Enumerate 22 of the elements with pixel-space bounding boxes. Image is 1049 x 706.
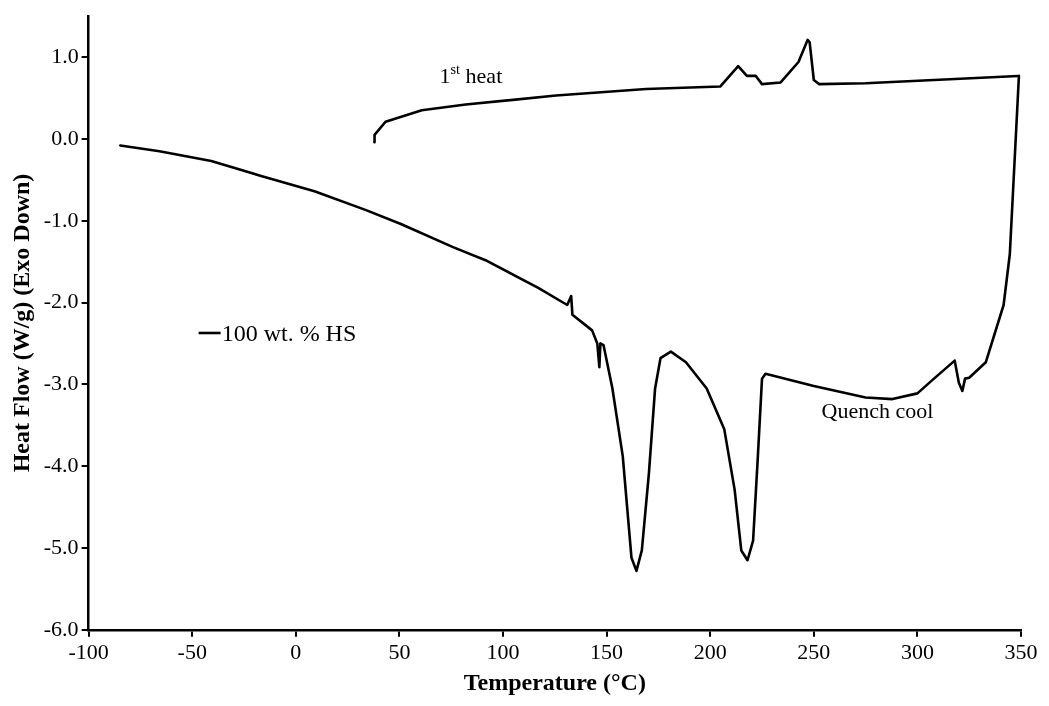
x-tick-label: 300 xyxy=(900,638,934,664)
annotation: Quench cool xyxy=(821,398,934,424)
y-tick-label: -2.0 xyxy=(43,288,79,314)
x-tick-label: -100 xyxy=(68,638,109,664)
x-tick-label: 200 xyxy=(693,638,727,664)
x-tick-label: 50 xyxy=(388,638,411,664)
x-axis-title: Temperature (°C) xyxy=(463,668,646,695)
y-tick-label: -3.0 xyxy=(43,370,79,396)
y-tick-label: -6.0 xyxy=(43,615,79,641)
x-tick-label: 350 xyxy=(1004,638,1038,664)
x-tick-label: 250 xyxy=(797,638,831,664)
y-tick-label: -4.0 xyxy=(43,451,79,477)
y-axis-title: Heat Flow (W/g) (Exo Down) xyxy=(7,173,34,473)
x-tick-label: 150 xyxy=(590,638,624,664)
y-tick-label: -1.0 xyxy=(43,206,79,232)
y-tick-label: 1.0 xyxy=(51,42,79,68)
legend-label: 100 wt. % HS xyxy=(221,320,357,347)
y-tick-label: 0.0 xyxy=(51,124,79,150)
y-tick-label: -5.0 xyxy=(43,533,79,559)
x-tick-label: 0 xyxy=(290,638,302,664)
x-tick-label: 100 xyxy=(486,638,520,664)
x-tick-label: -50 xyxy=(177,638,207,664)
